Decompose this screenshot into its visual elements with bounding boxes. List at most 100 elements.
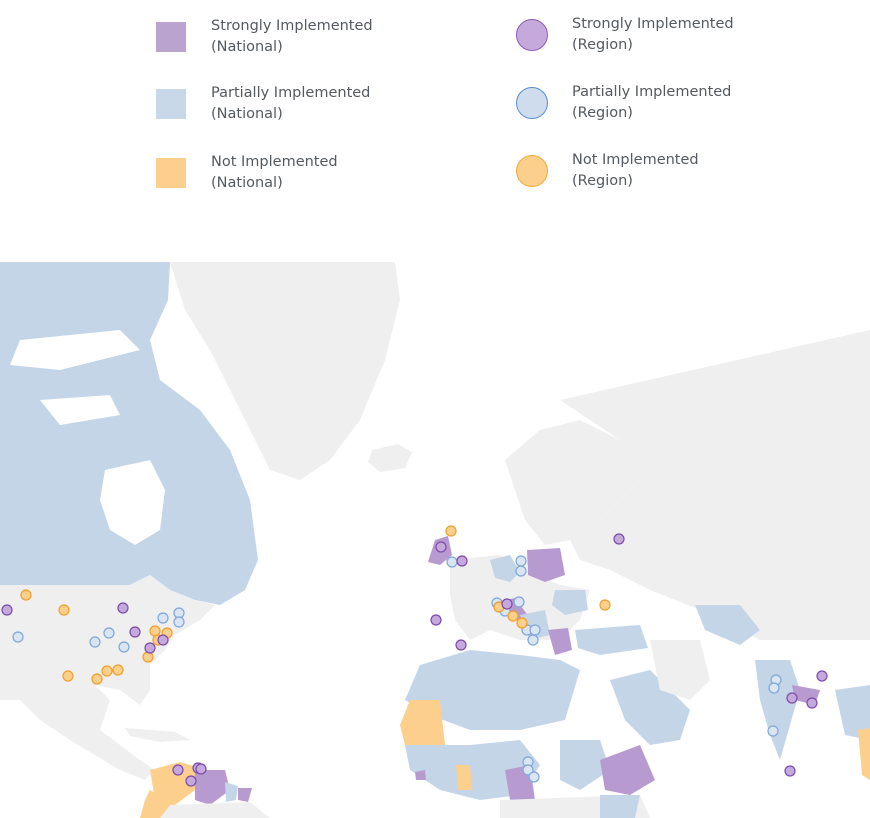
region-marker[interactable]	[768, 682, 780, 694]
region-marker[interactable]	[20, 589, 32, 601]
legend-item-none-national: Not Implemented (National)	[156, 152, 411, 194]
region-marker[interactable]	[118, 641, 130, 653]
region-marker[interactable]	[527, 634, 539, 646]
world-map-svg[interactable]	[0, 260, 870, 818]
sudan[interactable]	[560, 740, 610, 790]
mexico[interactable]	[0, 670, 155, 780]
suriname[interactable]	[225, 782, 238, 802]
region-marker[interactable]	[613, 533, 625, 545]
region-marker[interactable]	[522, 764, 534, 776]
legend-item-strong-national: Strongly Implemented (National)	[156, 16, 411, 58]
region-marker[interactable]	[806, 697, 818, 709]
region-marker[interactable]	[101, 665, 113, 677]
region-marker[interactable]	[515, 565, 527, 577]
region-marker[interactable]	[507, 610, 519, 622]
iran[interactable]	[650, 640, 710, 700]
region-marker[interactable]	[516, 617, 528, 629]
region-marker[interactable]	[816, 670, 828, 682]
region-marker[interactable]	[786, 692, 798, 704]
region-marker[interactable]	[144, 642, 156, 654]
region-marker[interactable]	[58, 604, 70, 616]
region-marker[interactable]	[172, 764, 184, 776]
brazil-north[interactable]	[160, 802, 270, 818]
legend-swatch-partial-national	[156, 89, 186, 119]
north-africa[interactable]	[405, 650, 580, 730]
region-marker[interactable]	[528, 771, 540, 783]
poland[interactable]	[527, 548, 565, 582]
legend-item-partial-national: Partially Implemented (National)	[156, 83, 411, 125]
usa[interactable]	[0, 575, 215, 705]
legend-label-none-national: Not Implemented (National)	[211, 154, 338, 191]
region-marker[interactable]	[599, 599, 611, 611]
region-marker[interactable]	[529, 624, 541, 636]
arctic-channel-2	[40, 395, 120, 425]
region-marker[interactable]	[515, 555, 527, 567]
legend-item-partial-region: Partially Implemented (Region)	[516, 82, 772, 124]
region-marker[interactable]	[446, 556, 458, 568]
region-marker[interactable]	[501, 598, 513, 610]
legend-label-strong-national: Strongly Implemented (National)	[211, 18, 373, 55]
legend-swatch-strong-national	[156, 22, 186, 52]
greece[interactable]	[548, 628, 572, 655]
legend-item-none-region: Not Implemented (Region)	[516, 150, 772, 192]
region-marker[interactable]	[112, 664, 124, 676]
region-markers-strong	[1, 533, 828, 787]
region-marker[interactable]	[767, 725, 779, 737]
legend-swatch-partial-region	[516, 87, 548, 119]
southeast-asia[interactable]	[835, 685, 870, 740]
legend-item-strong-region: Strongly Implemented (Region)	[516, 14, 772, 56]
region-marker[interactable]	[142, 651, 154, 663]
region-marker[interactable]	[430, 614, 442, 626]
legend-swatch-none-national	[156, 158, 186, 188]
french-guiana[interactable]	[238, 788, 252, 802]
region-marker[interactable]	[435, 541, 447, 553]
ukraine[interactable]	[552, 590, 588, 615]
region-marker[interactable]	[455, 639, 467, 651]
region-marker[interactable]	[12, 631, 24, 643]
venezuela[interactable]	[150, 762, 200, 805]
legend-swatch-strong-region	[516, 19, 548, 51]
region-marker[interactable]	[445, 525, 457, 537]
senegal[interactable]	[415, 770, 426, 780]
russia[interactable]	[560, 330, 870, 640]
legend-label-partial-region: Partially Implemented (Region)	[572, 84, 732, 121]
region-marker[interactable]	[103, 627, 115, 639]
legend-swatch-none-region	[516, 155, 548, 187]
legend-label-none-region: Not Implemented (Region)	[572, 152, 699, 189]
map-legend: Strongly Implemented (National) Partiall…	[0, 0, 870, 210]
greenland[interactable]	[170, 262, 400, 480]
iceland[interactable]	[368, 444, 412, 472]
region-marker[interactable]	[173, 616, 185, 628]
turkey[interactable]	[575, 625, 648, 655]
myanmar[interactable]	[858, 728, 870, 780]
region-marker[interactable]	[195, 763, 207, 775]
mauritania[interactable]	[400, 700, 445, 745]
india[interactable]	[755, 660, 800, 760]
region-marker[interactable]	[91, 673, 103, 685]
ghana[interactable]	[456, 765, 472, 790]
arctic-channel	[10, 330, 140, 370]
region-marker[interactable]	[89, 636, 101, 648]
region-marker[interactable]	[1, 604, 13, 616]
region-marker[interactable]	[62, 670, 74, 682]
region-marker[interactable]	[456, 555, 468, 567]
hudson-bay	[100, 460, 165, 545]
legend-label-partial-national: Partially Implemented (National)	[211, 85, 371, 122]
world-map[interactable]	[0, 260, 870, 818]
arabia[interactable]	[610, 670, 690, 745]
west-africa[interactable]	[405, 740, 540, 800]
region-marker[interactable]	[157, 634, 169, 646]
region-marker[interactable]	[513, 596, 525, 608]
region-marker[interactable]	[129, 626, 141, 638]
east-africa[interactable]	[600, 795, 640, 818]
cuba[interactable]	[125, 728, 190, 742]
region-marker[interactable]	[784, 765, 796, 777]
ethiopia[interactable]	[600, 745, 655, 795]
central-europe[interactable]	[490, 555, 520, 582]
region-marker[interactable]	[117, 602, 129, 614]
guyana[interactable]	[195, 770, 230, 805]
legend-label-strong-region: Strongly Implemented (Region)	[572, 16, 734, 53]
region-marker[interactable]	[185, 775, 197, 787]
region-marker[interactable]	[157, 612, 169, 624]
kazakhstan[interactable]	[695, 605, 760, 645]
